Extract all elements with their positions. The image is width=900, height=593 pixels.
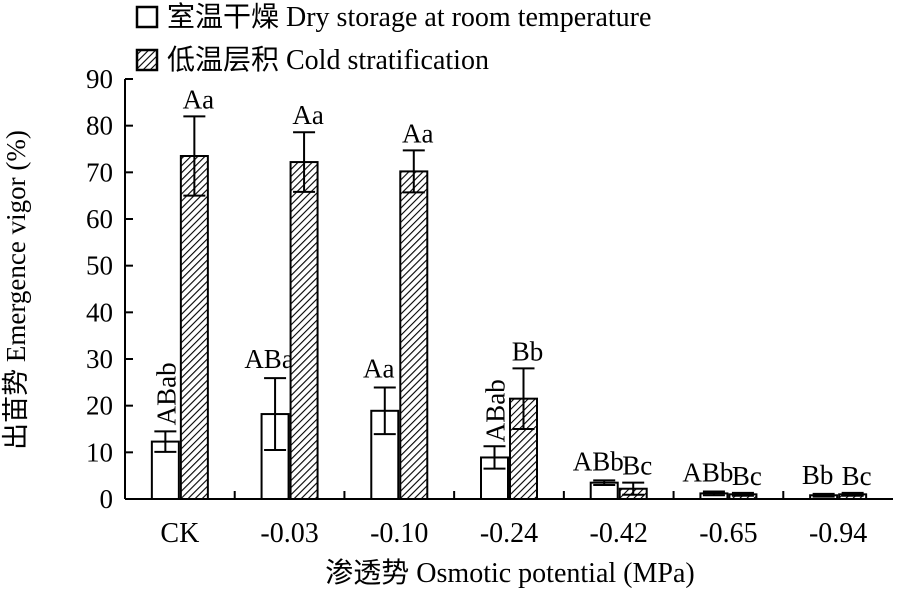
y-tick-label: 10	[86, 437, 113, 467]
y-tick-label: 40	[86, 297, 113, 327]
y-tick-label: 50	[86, 251, 113, 281]
legend-label-dry-storage: 室温干燥 Dry storage at room temperature	[167, 1, 651, 33]
significance-label: Aa	[292, 100, 323, 130]
x-tick-label: CK	[160, 518, 199, 549]
y-tick-label: 0	[100, 484, 114, 514]
significance-label: ABab	[481, 379, 511, 442]
bars-layer: ABab ABa Aa ABab ABb ABb Bb Aa Aa Aa Bb Bc Bc Bc	[150, 84, 872, 501]
significance-label: Aa	[183, 84, 214, 114]
legend: 室温干燥 Dry storage at room temperature 低温层…	[135, 1, 651, 76]
y-tick-label: 90	[86, 64, 113, 94]
x-tick-label: -0.94	[809, 518, 867, 549]
x-tick-label: -0.03	[260, 518, 318, 549]
x-tick-label: -0.24	[480, 518, 538, 549]
significance-label: ABa	[244, 344, 294, 374]
y-tick-label: 70	[86, 157, 113, 187]
significance-label: Bb	[512, 336, 544, 366]
significance-label: Bb	[802, 460, 834, 490]
bar-cold-stratification	[289, 161, 319, 500]
significance-label: Bc	[622, 451, 652, 481]
significance-label: ABb	[573, 446, 624, 476]
y-tick-label: 80	[86, 111, 113, 141]
x-axis-title: 渗透势 Osmotic potential (MPa)	[325, 557, 694, 588]
significance-label: Bc	[842, 461, 872, 491]
legend-swatch-cold-stratification	[135, 48, 159, 72]
significance-label: Aa	[402, 118, 433, 148]
significance-label: Bc	[732, 461, 762, 491]
y-tick-label: 30	[86, 344, 113, 374]
y-axis-ticks: 0 10 20 30 40 50 60 70 80 90	[86, 64, 133, 514]
y-axis-title: 出苗势 Emergence vigor (%)	[1, 130, 31, 450]
x-tick-label: -0.42	[590, 518, 648, 549]
significance-label: Aa	[363, 353, 394, 383]
y-tick-label: 60	[86, 204, 113, 234]
significance-label: ABb	[682, 458, 733, 488]
y-tick-label: 20	[86, 391, 113, 421]
legend-label-cold-stratification: 低温层积 Cold stratification	[167, 44, 489, 76]
x-tick-label: -0.10	[370, 518, 428, 549]
axes: 0 10 20 30 40 50 60 70 80 90 CK -0.03 -0.10 -0.24 -0.…	[86, 64, 893, 549]
x-tick-label: -0.65	[699, 518, 757, 549]
bar-cold-stratification	[399, 170, 429, 500]
legend-swatch-dry-storage	[135, 5, 159, 29]
x-axis-ticks: CK -0.03 -0.10 -0.24 -0.42 -0.65 -0.94	[160, 491, 867, 549]
bar-cold-stratification	[179, 155, 209, 500]
significance-label: ABab	[151, 362, 181, 425]
